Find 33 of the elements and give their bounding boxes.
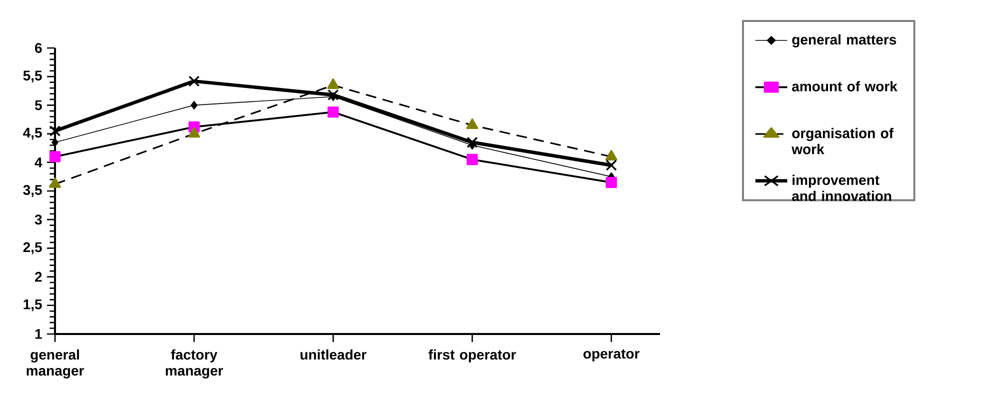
y-tick-label: 5 [34,100,42,110]
point [188,76,200,87]
legend-label: amount of work [792,81,898,92]
y-tick-label: 5,5 [23,70,42,83]
legend-label: organisation of work [792,128,894,154]
y-tick-label: 4 [34,158,42,168]
x-tick-label: operator [583,349,640,362]
point [466,136,478,148]
y-tick-label: 3,5 [23,185,42,197]
point [328,106,339,118]
point [49,151,61,162]
point [328,89,339,100]
point [466,118,478,130]
point [190,100,198,110]
y-tick-label: 3 [34,214,42,225]
point [327,78,340,89]
y-tick-label: 1 [35,329,42,339]
legend-label: general matters [792,34,896,48]
x-tick-label: general manager [26,349,84,378]
point [466,154,478,166]
x-tick-label: factory manager [166,349,224,378]
y-tick-label: 4,5 [23,128,42,140]
y-tick-label: 6 [35,43,42,53]
x-tick-label: first operator [428,349,516,362]
point [49,125,61,137]
y-tick-label: 1,5 [24,300,42,312]
point [606,176,617,188]
x-tick-label: unitleader [300,349,366,360]
point [188,126,200,138]
point [606,160,617,171]
y-tick-label: 2,5 [23,242,42,254]
y-tick-label: 2 [34,272,42,282]
legend-label: improvement and innovation [792,174,892,202]
